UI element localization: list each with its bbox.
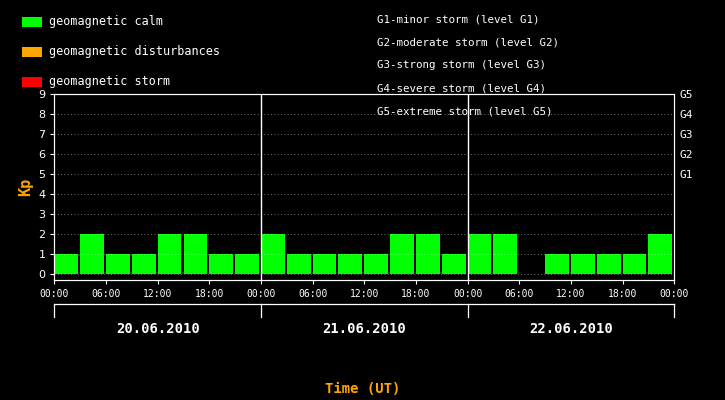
Bar <box>210 254 233 274</box>
Text: 20.06.2010: 20.06.2010 <box>116 322 199 336</box>
Bar <box>494 234 517 274</box>
Bar <box>364 254 388 274</box>
Text: G1-minor storm (level G1): G1-minor storm (level G1) <box>377 14 539 24</box>
Bar <box>597 254 621 274</box>
Text: G5-extreme storm (level G5): G5-extreme storm (level G5) <box>377 107 552 117</box>
Text: G4-severe storm (level G4): G4-severe storm (level G4) <box>377 84 546 94</box>
Text: G2-moderate storm (level G2): G2-moderate storm (level G2) <box>377 37 559 47</box>
Text: 22.06.2010: 22.06.2010 <box>529 322 613 336</box>
Bar <box>287 254 310 274</box>
Text: Time (UT): Time (UT) <box>325 382 400 396</box>
Text: G3-strong storm (level G3): G3-strong storm (level G3) <box>377 60 546 70</box>
Text: 21.06.2010: 21.06.2010 <box>323 322 406 336</box>
Bar <box>106 254 130 274</box>
Y-axis label: Kp: Kp <box>17 178 33 196</box>
Bar <box>157 234 181 274</box>
Bar <box>442 254 465 274</box>
Bar <box>648 234 672 274</box>
Bar <box>623 254 647 274</box>
Bar <box>545 254 569 274</box>
Bar <box>54 254 78 274</box>
Bar <box>80 234 104 274</box>
Bar <box>183 234 207 274</box>
Text: geomagnetic disturbances: geomagnetic disturbances <box>49 46 220 58</box>
Bar <box>390 234 414 274</box>
Bar <box>235 254 259 274</box>
Text: geomagnetic storm: geomagnetic storm <box>49 76 170 88</box>
Bar <box>416 234 440 274</box>
Bar <box>571 254 594 274</box>
Bar <box>132 254 156 274</box>
Text: geomagnetic calm: geomagnetic calm <box>49 16 163 28</box>
Bar <box>312 254 336 274</box>
Bar <box>468 234 492 274</box>
Bar <box>339 254 362 274</box>
Bar <box>261 234 285 274</box>
